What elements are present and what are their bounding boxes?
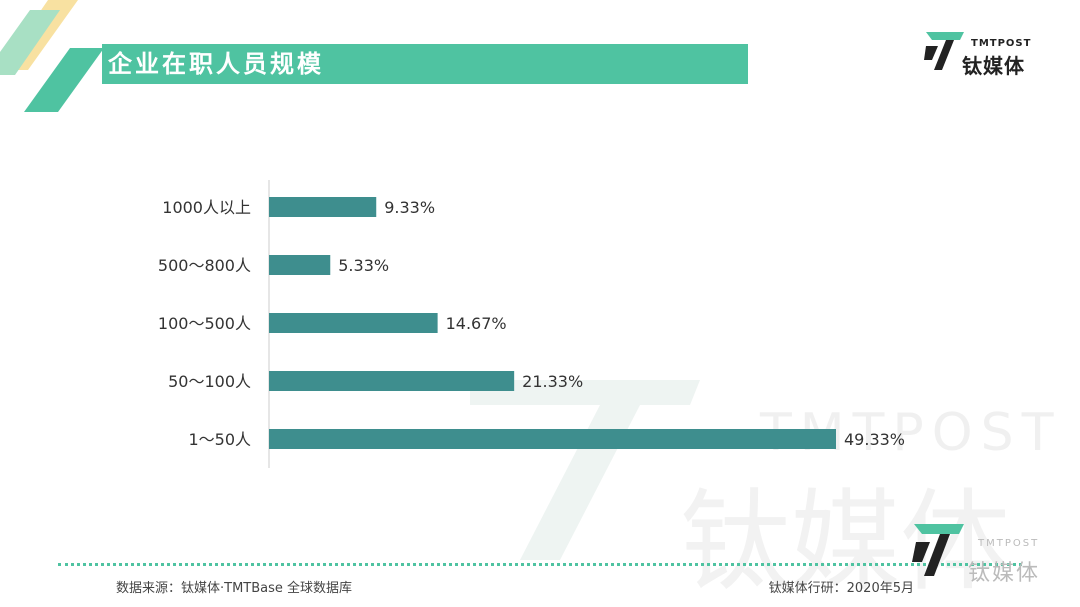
value-label-4: 49.33% [844,430,905,449]
category-label-1: 500～800人 [158,256,251,275]
watermark-logo-icon [912,524,964,576]
value-label-1: 5.33% [338,256,389,275]
page-title: 企业在职人员规模 [108,50,324,78]
bar-2 [269,313,438,333]
category-label-3: 50～100人 [168,372,251,391]
footer-credit: 钛媒体行研：2020年5月 [768,581,914,596]
value-label-3: 21.33% [522,372,583,391]
value-label-0: 9.33% [384,198,435,217]
watermark-brand-en: TMTPOST [978,538,1040,549]
category-label-4: 1～50人 [188,430,251,449]
bar-0 [269,197,377,217]
decorative-stripes [0,0,104,112]
footer-divider [58,563,1022,566]
footer-source: 数据来源：钛媒体·TMTBase 全球数据库 [116,581,353,596]
watermark-brand-cn: 钛媒体 [968,561,1041,586]
category-label-2: 100～500人 [158,314,251,333]
brand-name-cn: 钛媒体 [962,54,1025,78]
bar-4 [269,429,836,449]
category-label-0: 1000人以上 [162,198,251,217]
title-bar [102,44,748,84]
bar-3 [269,371,515,391]
brand-name-en: TMTPOST [971,38,1032,49]
brand-logo-icon [924,32,964,70]
value-label-2: 14.67% [446,314,507,333]
bar-1 [269,255,331,275]
